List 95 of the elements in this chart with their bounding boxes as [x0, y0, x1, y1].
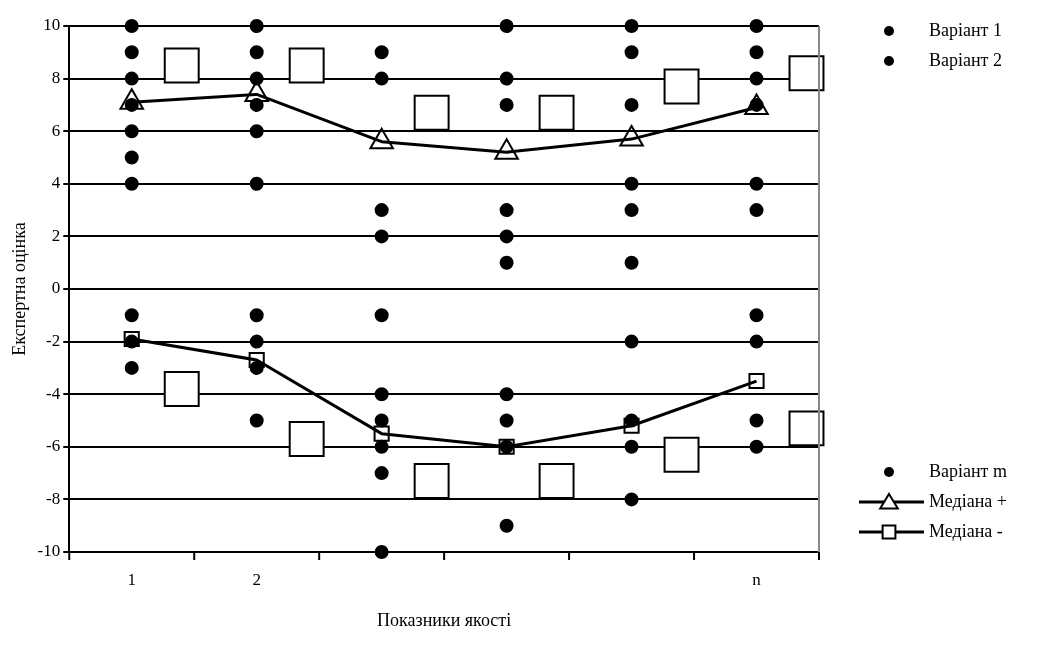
point: [249, 45, 264, 60]
y-tick-label: 8: [51, 68, 61, 88]
point: [123, 330, 140, 348]
point: [373, 425, 390, 442]
point: [124, 334, 139, 349]
point: [499, 229, 514, 244]
point: [499, 97, 514, 112]
point: [249, 19, 264, 33]
point: [499, 71, 514, 86]
point: [249, 413, 264, 428]
point: [374, 545, 389, 559]
point: [538, 94, 575, 131]
x-axis-title: Показники якості: [377, 609, 512, 630]
point: [624, 45, 639, 60]
point: [124, 71, 139, 86]
point: [499, 518, 514, 533]
point: [124, 360, 139, 375]
point: [748, 372, 765, 390]
y-tick-label: 6: [51, 120, 61, 140]
legend-label: Варіант m: [929, 460, 1007, 481]
point: [124, 45, 139, 60]
point: [749, 308, 764, 323]
point: [413, 94, 450, 131]
point: [248, 351, 265, 369]
x-tick-label: 2: [252, 569, 261, 589]
point: [624, 97, 639, 112]
point: [249, 124, 264, 139]
point: [538, 463, 575, 499]
point: [663, 436, 700, 473]
point: [788, 55, 825, 92]
point: [749, 45, 764, 60]
point: [124, 19, 139, 33]
point: [124, 308, 139, 323]
point: [749, 71, 764, 86]
point: [499, 203, 514, 218]
point: [499, 255, 514, 270]
point: [413, 463, 450, 499]
point: [124, 176, 139, 191]
y-tick-label: -10: [37, 541, 61, 561]
point: [374, 45, 389, 60]
point: [249, 97, 264, 112]
point: [374, 203, 389, 218]
point: [249, 360, 264, 375]
point: [499, 387, 514, 402]
y-tick-label: 2: [51, 225, 61, 245]
point: [624, 176, 639, 191]
point: [663, 68, 700, 105]
point: [374, 413, 389, 428]
point: [288, 47, 325, 84]
point: [788, 410, 825, 447]
y-tick-label: 0: [51, 278, 61, 298]
y-tick-label: 4: [51, 173, 61, 193]
point: [749, 176, 764, 191]
point: [624, 492, 639, 507]
point: [163, 370, 200, 407]
point: [749, 19, 764, 33]
point: [749, 334, 764, 349]
y-tick-label: -4: [46, 383, 61, 403]
y-tick-label: -2: [46, 331, 61, 351]
point: [374, 308, 389, 323]
point: [624, 439, 639, 454]
y-tick-label: 10: [43, 15, 61, 35]
point: [624, 255, 639, 270]
x-tick-label: n: [752, 569, 762, 589]
point: [374, 387, 389, 402]
point: [374, 71, 389, 86]
point: [249, 334, 264, 349]
point: [124, 150, 139, 165]
point: [624, 334, 639, 349]
point: [624, 19, 639, 33]
point: [374, 229, 389, 244]
point: [749, 439, 764, 454]
point: [163, 47, 200, 84]
y-tick-label: -8: [46, 488, 61, 508]
point: [749, 203, 764, 218]
point: [624, 203, 639, 218]
point: [749, 413, 764, 428]
legend-label: Медіана +: [929, 490, 1007, 511]
legend-label: Медіана -: [929, 520, 1003, 541]
point: [374, 466, 389, 481]
y-axis-title: Експертна оцінка: [8, 222, 29, 356]
legend-label: Варіант 2: [929, 49, 1002, 70]
point: [249, 308, 264, 323]
legend-label: Варіант 1: [929, 19, 1002, 40]
point: [624, 413, 639, 428]
point: [124, 124, 139, 139]
point: [499, 413, 514, 428]
point: [249, 71, 264, 86]
point: [623, 417, 640, 434]
x-tick-label: 1: [127, 569, 136, 589]
y-tick-label: -6: [46, 436, 61, 456]
point: [374, 439, 389, 454]
point: [288, 420, 325, 457]
point: [499, 19, 514, 33]
point: [249, 176, 264, 191]
